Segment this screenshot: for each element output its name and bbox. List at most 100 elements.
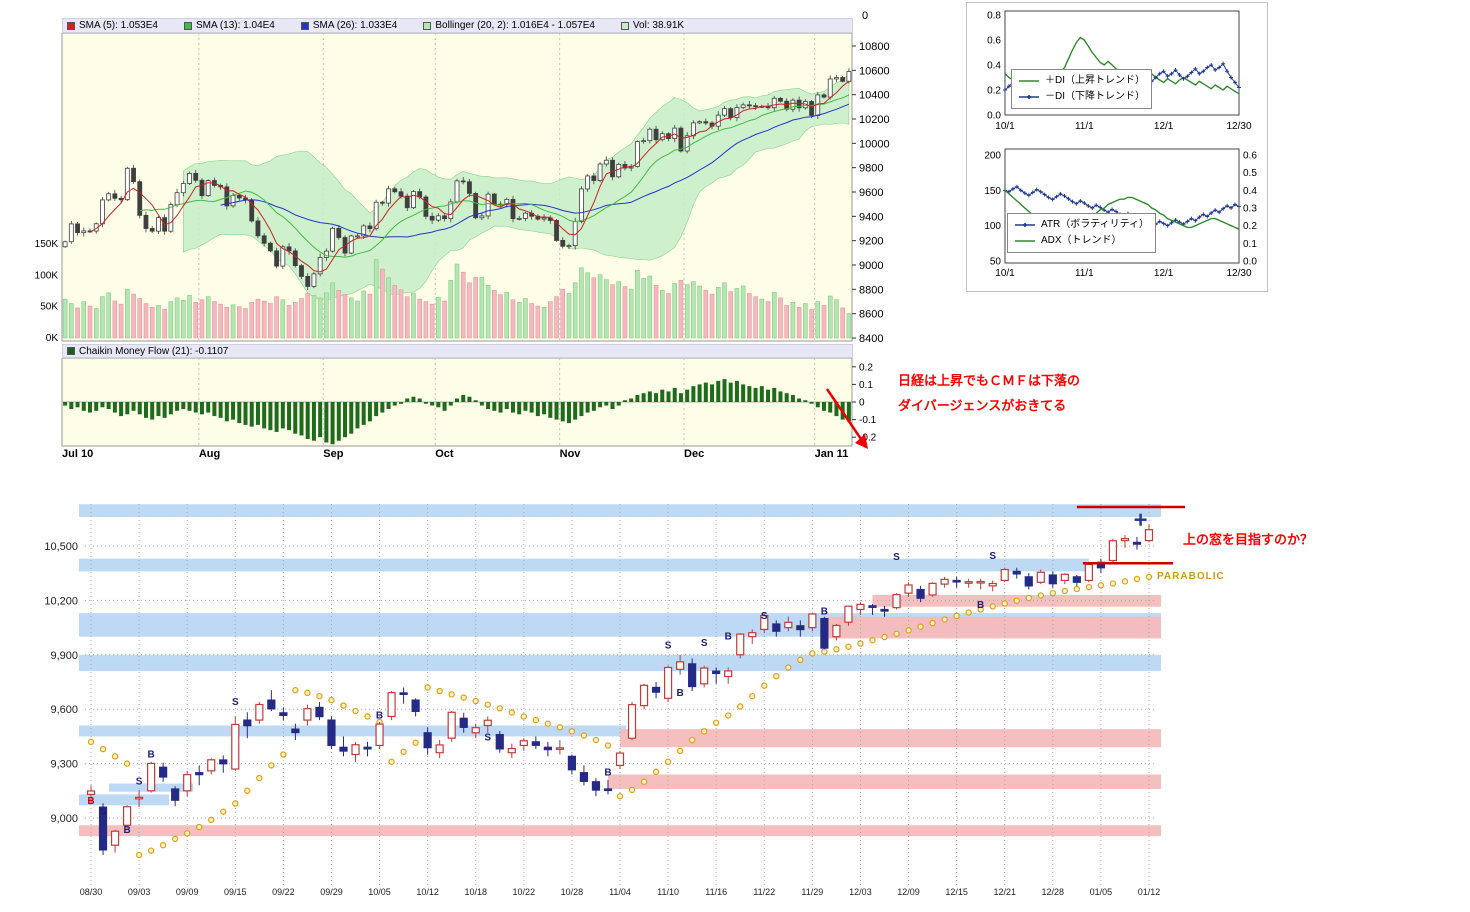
legend-swatch <box>183 21 192 30</box>
svg-text:50: 50 <box>990 257 1002 268</box>
svg-text:11/29: 11/29 <box>801 887 823 897</box>
svg-text:0.2: 0.2 <box>859 362 873 373</box>
svg-text:B: B <box>604 768 611 779</box>
cmf-bars <box>63 379 851 445</box>
legend-item-0: SMA (5): 1.053E4 <box>67 20 158 31</box>
legend-item-4: Vol: 38.91K <box>620 20 685 31</box>
svg-text:-0.1: -0.1 <box>859 415 877 426</box>
svg-text:9600: 9600 <box>859 187 883 199</box>
legend-swatch <box>300 21 309 30</box>
svg-text:100: 100 <box>984 221 1001 232</box>
svg-text:10/05: 10/05 <box>368 887 391 897</box>
svg-text:0K: 0K <box>46 333 59 344</box>
svg-text:01/05: 01/05 <box>1090 887 1113 897</box>
svg-text:S: S <box>893 552 900 563</box>
windows-parabolic-chart: 10,500 10,200 9,900 9,600 9,300 9,000 08/30 09/… <box>44 504 1186 897</box>
svg-text:10/28: 10/28 <box>561 887 584 897</box>
svg-text:09/22: 09/22 <box>272 887 295 897</box>
svg-text:11/10: 11/10 <box>657 887 679 897</box>
svg-text:10,200: 10,200 <box>44 595 78 607</box>
legend-label: SMA (5): 1.053E4 <box>79 20 158 31</box>
indicator-legend-label: ATR（ボラティリティ） <box>1041 219 1150 230</box>
svg-text:S: S <box>701 638 708 649</box>
svg-text:10/1: 10/1 <box>995 121 1015 132</box>
svg-text:11/22: 11/22 <box>753 887 775 897</box>
legend-label: Vol: 38.91K <box>632 20 685 31</box>
svg-text:9800: 9800 <box>859 163 883 175</box>
cmf-y-axis: 0.2 0.1 0 -0.1 -0.2 <box>852 362 877 444</box>
svg-text:B: B <box>123 825 130 836</box>
volume-bars <box>62 259 852 339</box>
svg-text:8800: 8800 <box>859 284 883 296</box>
svg-text:0.5: 0.5 <box>1243 168 1257 179</box>
price-candles <box>62 68 852 291</box>
plus-marker <box>1134 513 1147 526</box>
svg-text:10/22: 10/22 <box>513 887 536 897</box>
month-label: Sep <box>323 448 344 460</box>
svg-text:B: B <box>148 750 155 761</box>
parabolic-sar-dots <box>87 573 1153 859</box>
svg-text:B: B <box>725 632 732 643</box>
svg-text:10800: 10800 <box>859 41 890 53</box>
svg-text:12/28: 12/28 <box>1042 887 1065 897</box>
axis-artifact-zero: 0 <box>862 10 869 22</box>
indicator-panel: 0.8 0.6 0.4 0.2 0.0 10/1 11/1 12/1 12/30 200 150 10… <box>966 2 1268 292</box>
svg-text:0.2: 0.2 <box>1243 221 1257 232</box>
svg-text:10600: 10600 <box>859 65 890 77</box>
sma26-line <box>220 103 850 239</box>
svg-text:B: B <box>676 688 683 699</box>
divergence-arrow <box>825 388 868 449</box>
svg-text:B: B <box>821 606 828 617</box>
indicator-legend-row: ADX（トレンド） <box>1014 233 1149 249</box>
indicator-legend-row: －DI（下降トレンド） <box>1018 89 1145 105</box>
line-sample-icon <box>1019 95 1039 99</box>
price-volume-chart: 10800 10600 10400 10200 10000 9800 9600 9400 920… <box>35 33 890 345</box>
month-label: Aug <box>198 448 221 460</box>
cmf-divergence-note-line1: 日経は上昇でもＣＭＦは下落の <box>898 373 1081 388</box>
svg-text:9,300: 9,300 <box>50 759 78 771</box>
svg-text:0.1: 0.1 <box>859 380 873 391</box>
dmi-legend: ＋DI（上昇トレンド） －DI（下降トレンド） <box>1011 69 1152 109</box>
svg-text:200: 200 <box>984 151 1001 162</box>
legend-label: SMA (26): 1.033E4 <box>312 20 398 31</box>
svg-text:08/30: 08/30 <box>80 887 103 897</box>
svg-text:9,000: 9,000 <box>50 813 78 825</box>
month-label: Jul 10 <box>62 448 94 460</box>
svg-text:09/03: 09/03 <box>128 887 151 897</box>
sma5-line <box>89 80 850 273</box>
svg-text:12/03: 12/03 <box>849 887 872 897</box>
svg-text:12/30: 12/30 <box>1226 121 1251 132</box>
svg-text:S: S <box>232 697 239 708</box>
line-sample-icon <box>1019 80 1039 82</box>
cmf-legend-label: Chaikin Money Flow (21): -0.1107 <box>79 345 229 357</box>
svg-text:0.8: 0.8 <box>987 11 1001 22</box>
svg-text:S: S <box>665 641 672 652</box>
cmf-legend-swatch <box>67 347 75 355</box>
legend-swatch <box>620 21 629 30</box>
svg-text:150K: 150K <box>35 239 59 250</box>
price-y-axis: 10800 10600 10400 10200 10000 9800 9600 9400 920… <box>852 41 890 345</box>
indicator-legend-row: ＋DI（上昇トレンド） <box>1018 73 1145 89</box>
svg-text:S: S <box>100 807 107 818</box>
svg-text:B: B <box>376 711 383 722</box>
volume-y-axis: 150K 100K 50K 0K <box>35 239 59 344</box>
svg-text:S: S <box>484 732 491 743</box>
month-label: Oct <box>435 448 454 460</box>
month-label: Dec <box>684 448 705 460</box>
svg-text:11/04: 11/04 <box>609 887 631 897</box>
month-label: Jan 11 <box>814 448 849 460</box>
window-bands <box>78 504 1162 837</box>
legend-swatch <box>423 21 432 30</box>
svg-text:12/1: 12/1 <box>1154 268 1174 279</box>
svg-text:0.3: 0.3 <box>1243 203 1257 214</box>
svg-text:10/12: 10/12 <box>416 887 439 897</box>
svg-text:0.0: 0.0 <box>987 111 1001 122</box>
line-sample-icon <box>1015 223 1035 227</box>
svg-text:8400: 8400 <box>859 333 883 345</box>
bottom-candles <box>86 524 1154 855</box>
indicator-legend-label: －DI（下降トレンド） <box>1045 91 1145 102</box>
cmf-legend: Chaikin Money Flow (21): -0.1107 <box>62 344 853 358</box>
svg-text:50K: 50K <box>40 302 58 313</box>
